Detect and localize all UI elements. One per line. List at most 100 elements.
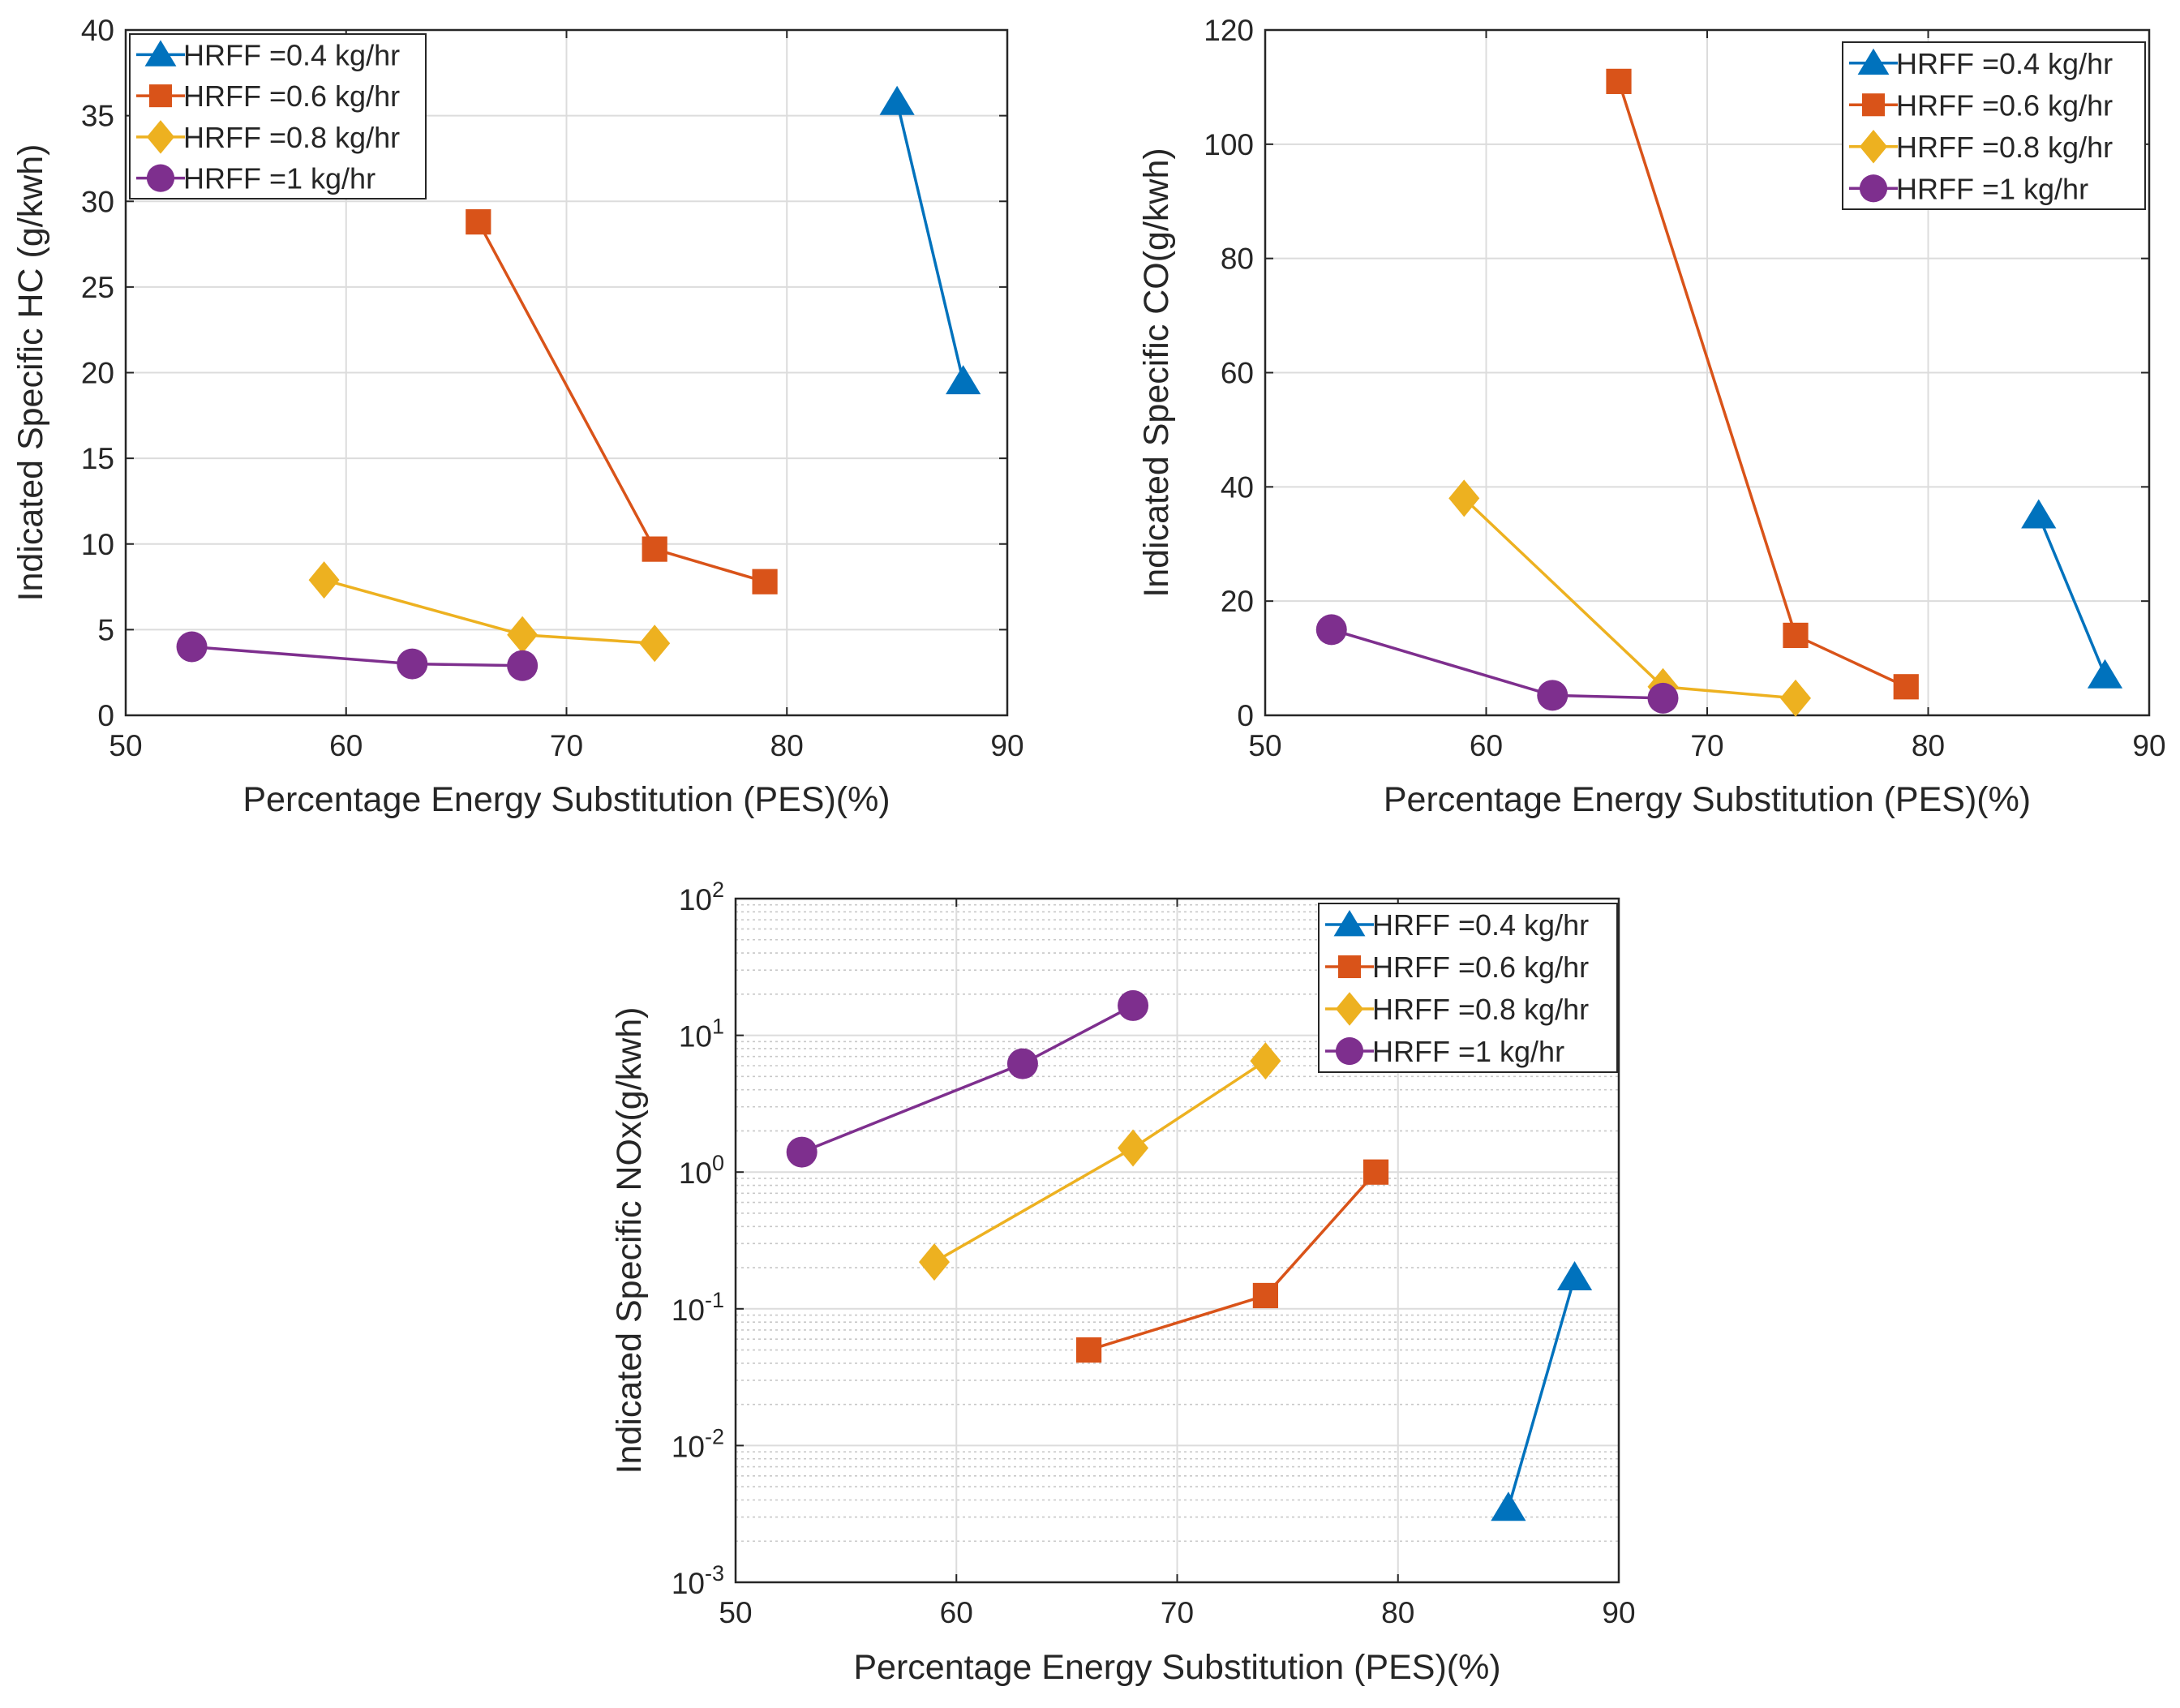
series-4 [1315,614,1679,714]
y-tick-label: 10 [81,528,114,561]
y-tick-label: 100 [1204,128,1254,161]
data-point [639,624,671,663]
x-tick-label: 90 [1602,1596,1635,1629]
x-tick-label: 50 [719,1596,752,1629]
y-tick-label: 25 [81,271,114,304]
legend-marker [1859,174,1888,203]
y-tick-label: 100 [679,1151,724,1190]
x-tick-label: 60 [940,1596,973,1629]
legend-label: HRFF =0.8 kg/hr [1896,131,2113,164]
legend-marker [146,120,175,154]
data-point [946,365,981,395]
x-tick-label: 80 [1381,1596,1414,1629]
series-3 [308,561,671,663]
legend-box [129,33,427,200]
x-tick-label: 60 [329,729,363,762]
series-2 [1606,68,1919,700]
x-axis-label: Percentage Energy Substitution (PES)(%) [853,1648,1500,1687]
chart-hc: 50 60 70 80 90 0 5 10 15 20 25 30 35 40 Percentage Ene… [11,14,1024,819]
y-tick-label: 40 [81,14,114,47]
data-point [1556,1260,1593,1290]
x-tick-label: 80 [1912,729,1945,762]
legend-label: HRFF =0.8 kg/hr [183,121,400,154]
x-tick-label: 60 [1470,729,1503,762]
y-axis-label: Indicated Specific CO(g/kwh) [1137,148,1176,597]
chart-nox: 50 60 70 80 90 10-3 10-2 10-1 100 101 102 Percentag… [610,878,1636,1687]
legend-marker [1859,130,1888,164]
y-tick-label: 20 [1221,585,1254,618]
legend-label: HRFF =0.4 kg/hr [1896,47,2113,80]
y-tick-label: 5 [97,613,114,646]
series-2 [1076,1159,1389,1363]
legend-label: HRFF =1 kg/hr [1372,1035,1564,1068]
data-point [2087,659,2123,689]
y-axis-label: Indicated Specific HC (g/kwh) [11,144,50,602]
legend-label: HRFF =0.8 kg/hr [1372,993,1589,1026]
data-point [1250,1042,1281,1080]
legend: HRFF =0.4 kg/hr HRFF =0.6 kg/hr HRFF =0.8 … [129,33,427,200]
y-tick-label: 0 [1237,699,1254,732]
data-point [1118,989,1149,1021]
series-line [895,101,965,382]
y-tick-label: 15 [81,442,114,475]
data-point [1780,679,1811,717]
data-point [879,85,915,115]
data-point [1315,614,1347,646]
y-tick-label: 10-1 [672,1288,724,1327]
data-point [176,631,208,663]
y-tick-label: 101 [679,1015,724,1054]
data-point [1448,479,1480,517]
x-tick-label: 90 [990,729,1023,762]
data-point [786,1136,818,1168]
data-point [397,648,428,680]
data-point [466,209,491,235]
y-tick-label: 10-3 [672,1561,724,1600]
legend-label: HRFF =0.6 kg/hr [1896,88,2113,122]
data-point [1647,682,1679,714]
data-point [1491,1491,1526,1521]
data-point [507,616,539,654]
series-1 [879,85,981,395]
y-tick-label: 120 [1204,14,1254,47]
series-2 [466,209,778,594]
data-point [1252,1282,1278,1309]
data-point [752,569,778,594]
data-point [642,536,667,562]
x-tick-label: 70 [1690,729,1723,762]
x-tick-label: 50 [1248,729,1281,762]
data-point [2021,499,2057,529]
legend: HRFF =0.4 kg/hr HRFF =0.6 kg/hr HRFF =0.8 … [1842,41,2146,210]
y-tick-label: 80 [1221,242,1254,276]
data-point [1076,1337,1102,1363]
series-line [2037,514,2107,676]
data-point [1783,622,1809,649]
legend-marker [1335,992,1364,1026]
data-point [1118,1129,1149,1167]
x-tick-label: 70 [1161,1596,1194,1629]
data-point [1537,680,1568,711]
y-tick-label: 40 [1221,470,1254,504]
y-tick-label: 102 [679,878,724,916]
x-axis-label: Percentage Energy Substitution (PES)(%) [242,780,890,819]
y-tick-label: 60 [1221,357,1254,390]
y-tick-label: 20 [81,357,114,390]
y-axis-label: Indicated Specific NOx(g/kwh) [610,1007,649,1474]
data-point [507,650,539,681]
data-point [919,1243,951,1281]
legend-marker [148,84,173,108]
data-point [1006,1048,1038,1079]
legend-box [1318,903,1618,1073]
legend-marker [1861,93,1886,117]
legend-marker [144,40,177,67]
legend-label: HRFF =0.6 kg/hr [183,79,400,113]
y-tick-label: 30 [81,185,114,218]
data-point [1606,68,1632,94]
legend-label: HRFF =0.4 kg/hr [1372,908,1589,942]
legend-marker [146,164,175,192]
y-tick-label: 0 [97,699,114,732]
chart-co: 50 60 70 80 90 0 20 40 60 80 100 120 Percentage Ener… [1137,14,2166,819]
legend-marker [1857,48,1890,75]
x-tick-label: 80 [770,729,804,762]
data-point [1893,674,1919,700]
